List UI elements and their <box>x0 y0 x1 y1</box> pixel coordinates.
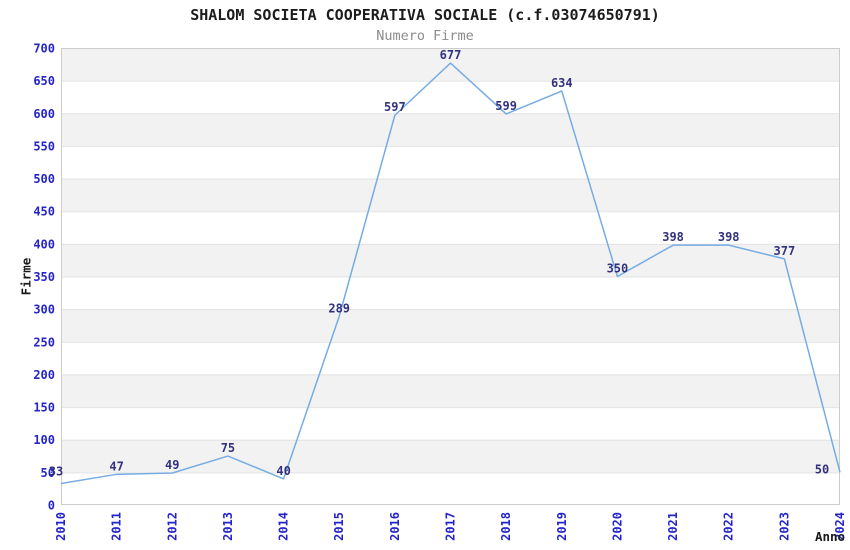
plot-band <box>61 276 840 310</box>
data-point-label: 49 <box>165 458 179 472</box>
y-tick-label: 700 <box>33 42 55 56</box>
x-tick-label: 2010 <box>54 512 68 541</box>
plot-band <box>61 341 840 375</box>
plot-band <box>61 211 840 244</box>
plot-band <box>61 374 840 408</box>
plot-band <box>61 407 840 440</box>
data-point-label: 634 <box>551 76 573 90</box>
y-tick-label: 0 <box>48 499 55 513</box>
y-tick-label: 550 <box>33 139 55 153</box>
y-tick-label: 400 <box>33 237 55 251</box>
x-tick-label: 2019 <box>555 512 569 541</box>
plot-band <box>61 113 840 146</box>
x-tick-label: 2022 <box>722 512 736 541</box>
y-tick-label: 300 <box>33 303 55 317</box>
plot-band <box>61 48 840 81</box>
chart-title: SHALOM SOCIETA COOPERATIVA SOCIALE (c.f.… <box>190 6 660 24</box>
x-tick-label: 2013 <box>221 512 235 541</box>
y-tick-label: 250 <box>33 335 55 349</box>
plot-band <box>61 178 840 212</box>
y-tick-label: 650 <box>33 74 55 88</box>
x-tick-label: 2023 <box>777 512 791 541</box>
data-point-label: 677 <box>440 48 462 62</box>
x-tick-label: 2012 <box>165 512 179 541</box>
data-point-label: 599 <box>495 99 517 113</box>
x-tick-label: 2024 <box>833 512 847 541</box>
data-point-label: 398 <box>718 230 740 244</box>
y-axis-title: Firme <box>18 257 34 296</box>
data-point-label: 33 <box>49 464 63 478</box>
plot-band <box>61 243 840 277</box>
chart-subtitle: Numero Firme <box>376 28 474 44</box>
plot-band <box>61 145 840 179</box>
y-tick-label: 350 <box>33 270 55 284</box>
y-tick-label: 600 <box>33 107 55 121</box>
data-point-label: 597 <box>384 100 406 114</box>
x-tick-label: 2011 <box>110 512 124 541</box>
data-point-label: 50 <box>815 462 829 476</box>
y-tick-label: 500 <box>33 172 55 186</box>
x-tick-label: 2020 <box>610 512 624 541</box>
x-tick-label: 2016 <box>388 512 402 541</box>
data-point-label: 350 <box>607 262 629 276</box>
y-tick-label: 100 <box>33 433 55 447</box>
data-line <box>60 62 841 485</box>
data-point-label: 289 <box>328 301 350 315</box>
y-tick-label: 150 <box>33 401 55 415</box>
data-point-label: 398 <box>662 230 684 244</box>
y-tick-label: 200 <box>33 368 55 382</box>
y-tick-label: 450 <box>33 205 55 219</box>
x-tick-label: 2014 <box>277 512 291 541</box>
data-point-label: 40 <box>276 464 290 478</box>
plot-band <box>61 472 840 505</box>
data-point-label: 377 <box>774 244 796 258</box>
x-axis-title: Anno <box>814 529 846 544</box>
x-tick-label: 2018 <box>499 512 513 541</box>
x-tick-label: 2021 <box>666 512 680 541</box>
plot-border <box>61 48 840 505</box>
x-tick-label: 2015 <box>332 512 346 541</box>
plot-band <box>61 80 840 114</box>
plot-band <box>61 309 840 342</box>
y-tick-label: 50 <box>41 466 55 480</box>
data-point-label: 47 <box>109 459 123 473</box>
data-point-label: 75 <box>221 441 235 455</box>
x-tick-label: 2017 <box>444 512 458 541</box>
